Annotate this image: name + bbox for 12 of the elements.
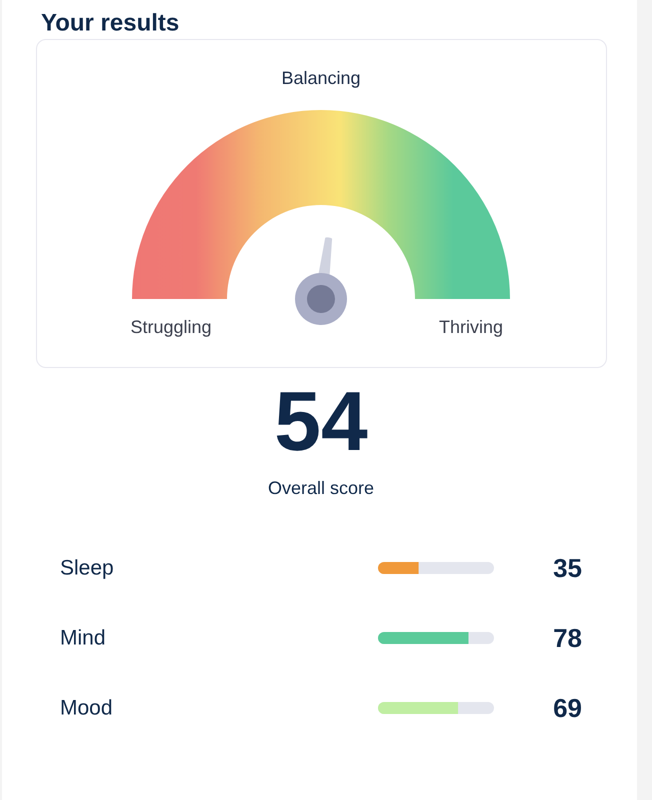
- y-tick-label: Sleep: [60, 556, 114, 580]
- text: Struggling: [130, 317, 212, 337]
- text: Balancing: [281, 68, 361, 88]
- y-tick-label: Mind: [60, 626, 106, 650]
- text: Thriving: [438, 317, 504, 337]
- y-tick-label: Mood: [60, 696, 113, 720]
- text: Overall score: [268, 478, 374, 498]
- data-label: 78: [553, 623, 582, 653]
- data-label: 35: [553, 553, 582, 583]
- text: Your results: [41, 10, 180, 36]
- data-label: 69: [553, 693, 582, 723]
- data-label: 54: [274, 374, 368, 468]
